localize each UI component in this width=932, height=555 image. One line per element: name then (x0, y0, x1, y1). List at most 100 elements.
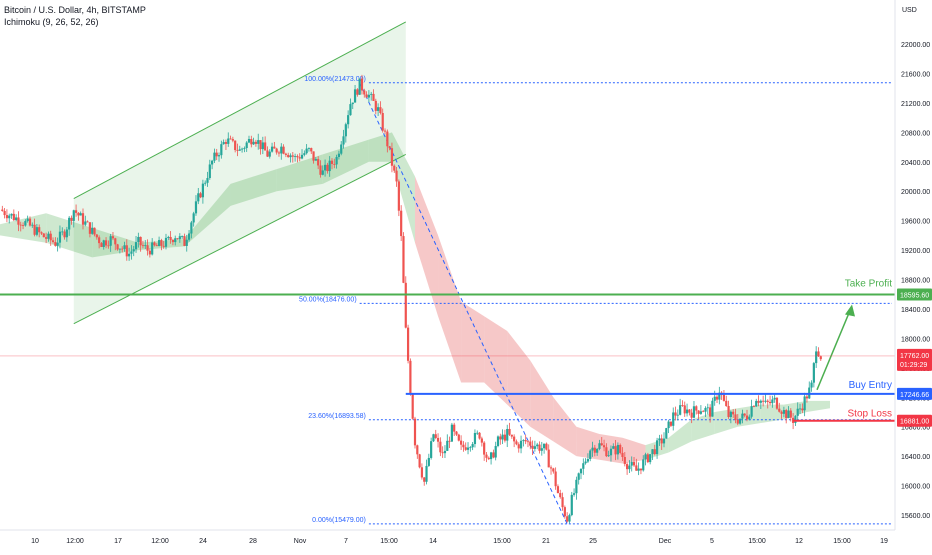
candle-body (556, 486, 560, 494)
candle-body (118, 248, 121, 250)
cloud-segment (691, 411, 715, 442)
projection-arrow-line (816, 310, 851, 391)
candle-body (623, 457, 626, 465)
candle-body (775, 397, 779, 409)
candle-body (575, 479, 578, 494)
candle-body (224, 142, 228, 144)
time-tick-label: 12:00 (151, 538, 169, 545)
candle-body (614, 446, 617, 455)
candle-body (683, 405, 686, 414)
candle-body (254, 141, 258, 144)
candle-body (24, 221, 27, 226)
candle-body (208, 164, 211, 179)
candle-body (252, 141, 255, 145)
candle-body (342, 136, 345, 145)
candle-body (148, 250, 151, 255)
candle-body (356, 89, 359, 95)
candle-body (496, 436, 500, 446)
candle-body (395, 170, 398, 182)
candle-body (201, 183, 204, 198)
candle-body (81, 213, 85, 225)
candle-body (31, 224, 34, 226)
buy-entry-price-badge: 17246.66 (900, 392, 929, 399)
candle-body (798, 408, 802, 410)
candle-body (646, 454, 649, 463)
candle-body (93, 227, 96, 235)
candle-body (321, 170, 324, 175)
candle-body (448, 440, 451, 442)
candle-body (70, 217, 73, 221)
candle-body (26, 218, 29, 222)
candle-body (473, 433, 477, 445)
candle-body (353, 89, 357, 103)
candle-body (591, 447, 594, 451)
candle-body (589, 450, 592, 459)
candle-body (810, 382, 813, 388)
candle-body (787, 410, 790, 419)
candle-body (690, 412, 693, 418)
candle-body (289, 155, 292, 158)
price-tick-label: 20800.00 (901, 130, 930, 137)
candle-body (616, 444, 619, 455)
candle-body (552, 468, 555, 472)
candle-body (390, 148, 394, 166)
candle-body (653, 449, 656, 455)
candle-body (266, 150, 269, 157)
candlestick-series (1, 74, 822, 524)
candle-body (222, 142, 225, 145)
cloud-segment (415, 176, 439, 317)
candle-body (771, 399, 774, 404)
candle-body (815, 351, 818, 364)
price-tick-label: 21600.00 (901, 71, 930, 78)
candle-body (418, 454, 421, 468)
candle-body (250, 139, 253, 145)
candle-body (63, 231, 66, 238)
candle-body (277, 152, 281, 154)
channel-fill (73, 21, 406, 324)
candle-body (704, 408, 707, 412)
candle-body (427, 457, 430, 466)
candle-body (464, 447, 467, 450)
candle-body (125, 245, 128, 257)
cloud-segment (530, 360, 554, 442)
candle-body (10, 213, 13, 216)
candle-body (711, 400, 714, 417)
time-tick-label: 25 (589, 538, 597, 545)
candle-body (88, 222, 92, 234)
cloud-segment (438, 235, 462, 383)
candle-body (635, 465, 638, 471)
time-tick-label: 15:00 (833, 538, 851, 545)
candle-body (607, 455, 610, 457)
price-tick-label: 16800.00 (901, 425, 930, 432)
candle-body (819, 356, 822, 360)
candle-body (522, 440, 525, 441)
candle-body (132, 249, 135, 252)
candle-body (47, 233, 50, 239)
price-tick-label: 16000.00 (901, 484, 930, 491)
candle-body (602, 445, 606, 448)
candle-body (199, 193, 202, 198)
candle-body (619, 444, 622, 453)
candle-body (446, 440, 449, 451)
symbol-title: Bitcoin / U.S. Dollar, 4h, BITSTAMP (4, 5, 146, 15)
price-tick-label: 18400.00 (901, 307, 930, 314)
candle-body (533, 446, 536, 449)
candle-body (144, 245, 147, 247)
cloud-segment (760, 404, 784, 424)
candle-body (162, 245, 165, 247)
candle-body (554, 471, 557, 487)
candle-body (284, 153, 287, 155)
candle-body (817, 351, 820, 357)
candle-body (699, 411, 702, 414)
candle-body (314, 159, 317, 161)
candle-body (443, 450, 447, 454)
cloud-segment (576, 426, 600, 460)
candle-body (243, 148, 246, 149)
candle-body (626, 464, 629, 470)
trade-levels: Take Profit Buy Entry Stop Loss (0, 279, 895, 422)
candle-body (257, 140, 260, 144)
candle-body (630, 462, 633, 466)
candle-body (577, 473, 580, 480)
